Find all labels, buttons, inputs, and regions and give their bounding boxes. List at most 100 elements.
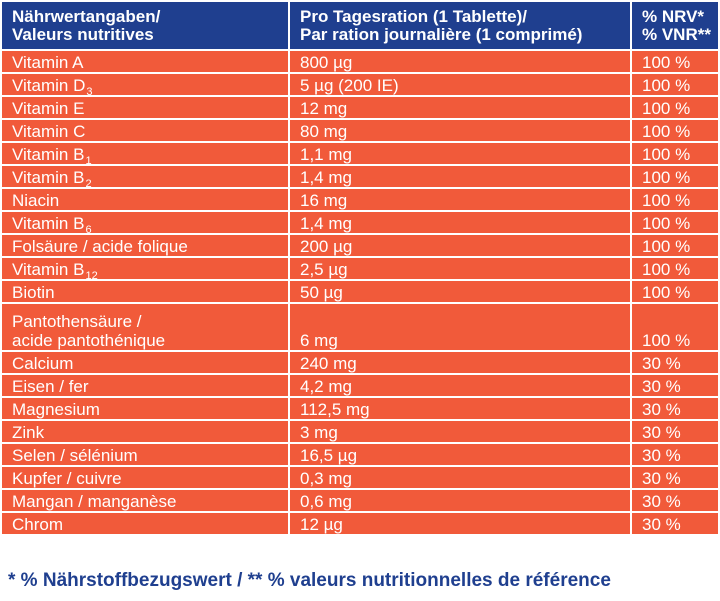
- nutrient-subscript: 6: [85, 224, 92, 234]
- table-header-row: Nährwertangaben/ Valeurs nutritives Pro …: [0, 0, 720, 51]
- nutrient-name: Vitamin B2: [0, 164, 290, 189]
- table-row: Vitamin B6 1,4 mg 100 %: [0, 210, 720, 235]
- header-nrv-fr: % VNR**: [642, 24, 711, 44]
- nutrient-amount: 240 mg: [288, 350, 632, 375]
- nutrient-amount: 1,1 mg: [288, 141, 632, 166]
- nutrient-name: Vitamin C: [0, 118, 290, 143]
- nutrient-amount: 12 mg: [288, 95, 632, 120]
- nutrient-amount: 200 µg: [288, 233, 632, 258]
- nutrient-name-text: Zink: [12, 423, 45, 442]
- nutrient-nrv: 30 %: [630, 511, 720, 536]
- header-nrv: % NRV* % VNR**: [630, 0, 720, 51]
- nutrient-subscript: 12: [85, 270, 98, 280]
- nutrient-nrv: 100 %: [630, 256, 720, 281]
- nutrient-nrv: 100 %: [630, 279, 720, 304]
- table-row: Vitamin B12 2,5 µg 100 %: [0, 256, 720, 281]
- nutrient-name: Vitamin B6: [0, 210, 290, 235]
- header-nutrient-de: Nährwertangaben/: [12, 6, 161, 26]
- nutrient-nrv: 100 %: [630, 72, 720, 97]
- table-row: Vitamin E 12 mg 100 %: [0, 95, 720, 120]
- nutrient-nrv: 100 %: [630, 141, 720, 166]
- table-row: Magnesium 112,5 mg 30 %: [0, 396, 720, 421]
- nutrient-amount: 112,5 mg: [288, 396, 632, 421]
- nutrient-name: Magnesium: [0, 396, 290, 421]
- nutrient-amount: 50 µg: [288, 279, 632, 304]
- nutrient-subscript: 2: [85, 178, 92, 188]
- nutrient-name-text: Biotin: [12, 283, 55, 302]
- table-row: Niacin 16 mg 100 %: [0, 187, 720, 212]
- nutrient-amount: 0,3 mg: [288, 465, 632, 490]
- table-row: Vitamin B2 1,4 mg 100 %: [0, 164, 720, 189]
- table-row: Vitamin C 80 mg 100 %: [0, 118, 720, 143]
- nutrient-amount: 1,4 mg: [288, 164, 632, 189]
- table-row: Selen / sélénium 16,5 µg 30 %: [0, 442, 720, 467]
- nutrient-name: Vitamin A: [0, 49, 290, 74]
- nutrient-subscript: 1: [85, 155, 92, 165]
- nutrient-nrv: 100 %: [630, 210, 720, 235]
- nutrient-name-text: Vitamin D: [12, 76, 86, 95]
- table-row: Calcium 240 mg 30 %: [0, 350, 720, 375]
- nutrient-nrv: 100 %: [630, 95, 720, 120]
- nutrient-name: Calcium: [0, 350, 290, 375]
- nutrient-nrv: 30 %: [630, 373, 720, 398]
- nutrient-name-text: Vitamin C: [12, 122, 86, 141]
- nutrition-table: Nährwertangaben/ Valeurs nutritives Pro …: [0, 0, 720, 536]
- nutrient-amount: 5 µg (200 IE): [288, 72, 632, 97]
- nutrient-amount: 16 mg: [288, 187, 632, 212]
- header-amount-de: Pro Tagesration (1 Tablette)/: [300, 6, 528, 26]
- nutrient-name-text: Niacin: [12, 191, 60, 210]
- nutrient-nrv: 100 %: [630, 118, 720, 143]
- nutrient-name-text: Mangan / manganèse: [12, 492, 177, 511]
- nutrient-amount: 80 mg: [288, 118, 632, 143]
- nutrient-name-text: Selen / sélénium: [12, 446, 138, 465]
- header-nrv-de: % NRV*: [642, 6, 705, 26]
- table-row: Mangan / manganèse 0,6 mg 30 %: [0, 488, 720, 513]
- nutrient-name: Eisen / fer: [0, 373, 290, 398]
- nutrient-name: Vitamin B12: [0, 256, 290, 281]
- table-row: Zink 3 mg 30 %: [0, 419, 720, 444]
- nutrient-nrv: 30 %: [630, 419, 720, 444]
- nutrient-name-text: Vitamin B: [12, 145, 85, 164]
- nutrient-name: Kupfer / cuivre: [0, 465, 290, 490]
- nutrient-nrv: 30 %: [630, 350, 720, 375]
- nutrient-amount: 16,5 µg: [288, 442, 632, 467]
- nutrient-nrv: 100 %: [630, 233, 720, 258]
- header-nutrient-fr: Valeurs nutritives: [12, 24, 154, 44]
- nutrient-name: Folsäure / acide folique: [0, 233, 290, 258]
- nutrient-amount: 800 µg: [288, 49, 632, 74]
- table-row: Eisen / fer 4,2 mg 30 %: [0, 373, 720, 398]
- nutrient-name: Zink: [0, 419, 290, 444]
- table-row: Folsäure / acide folique 200 µg 100 %: [0, 233, 720, 258]
- nutrient-name: Chrom: [0, 511, 290, 536]
- nutrient-name: Vitamin E: [0, 95, 290, 120]
- nutrient-name: Vitamin B1: [0, 141, 290, 166]
- nutrient-name-text: Eisen / fer: [12, 377, 89, 396]
- nutrient-amount: 6 mg: [288, 302, 632, 352]
- nutrient-nrv: 30 %: [630, 488, 720, 513]
- nutrient-amount: 2,5 µg: [288, 256, 632, 281]
- nutrient-amount: 0,6 mg: [288, 488, 632, 513]
- nutrient-nrv: 100 %: [630, 302, 720, 352]
- nutrient-nrv: 30 %: [630, 396, 720, 421]
- nutrient-nrv: 100 %: [630, 187, 720, 212]
- nutrient-name-text: Vitamin A: [12, 53, 84, 72]
- nutrient-amount: 4,2 mg: [288, 373, 632, 398]
- footnote: * % Nährstoffbezugswert / ** % valeurs n…: [8, 570, 611, 591]
- nutrient-name: Mangan / manganèse: [0, 488, 290, 513]
- nutrient-name-text: Magnesium: [12, 400, 100, 419]
- nutrient-name-text: Chrom: [12, 515, 64, 534]
- table-row: Pantothensäure / acide pantothénique 6 mg 1…: [0, 302, 720, 352]
- nutrient-name: Selen / sélénium: [0, 442, 290, 467]
- nutrient-name-text: Pantothensäure /: [12, 312, 142, 331]
- nutrient-name: Pantothensäure / acide pantothénique: [0, 302, 290, 352]
- nutrient-name-text: Folsäure / acide folique: [12, 237, 188, 256]
- nutrient-amount: 1,4 mg: [288, 210, 632, 235]
- table-row: Biotin 50 µg 100 %: [0, 279, 720, 304]
- nutrient-nrv: 30 %: [630, 465, 720, 490]
- nutrient-name-text: Vitamin B: [12, 168, 85, 187]
- nutrient-amount: 12 µg: [288, 511, 632, 536]
- nutrient-name-text: Vitamin B: [12, 214, 85, 233]
- nutrient-name: Biotin: [0, 279, 290, 304]
- table-row: Kupfer / cuivre 0,3 mg 30 %: [0, 465, 720, 490]
